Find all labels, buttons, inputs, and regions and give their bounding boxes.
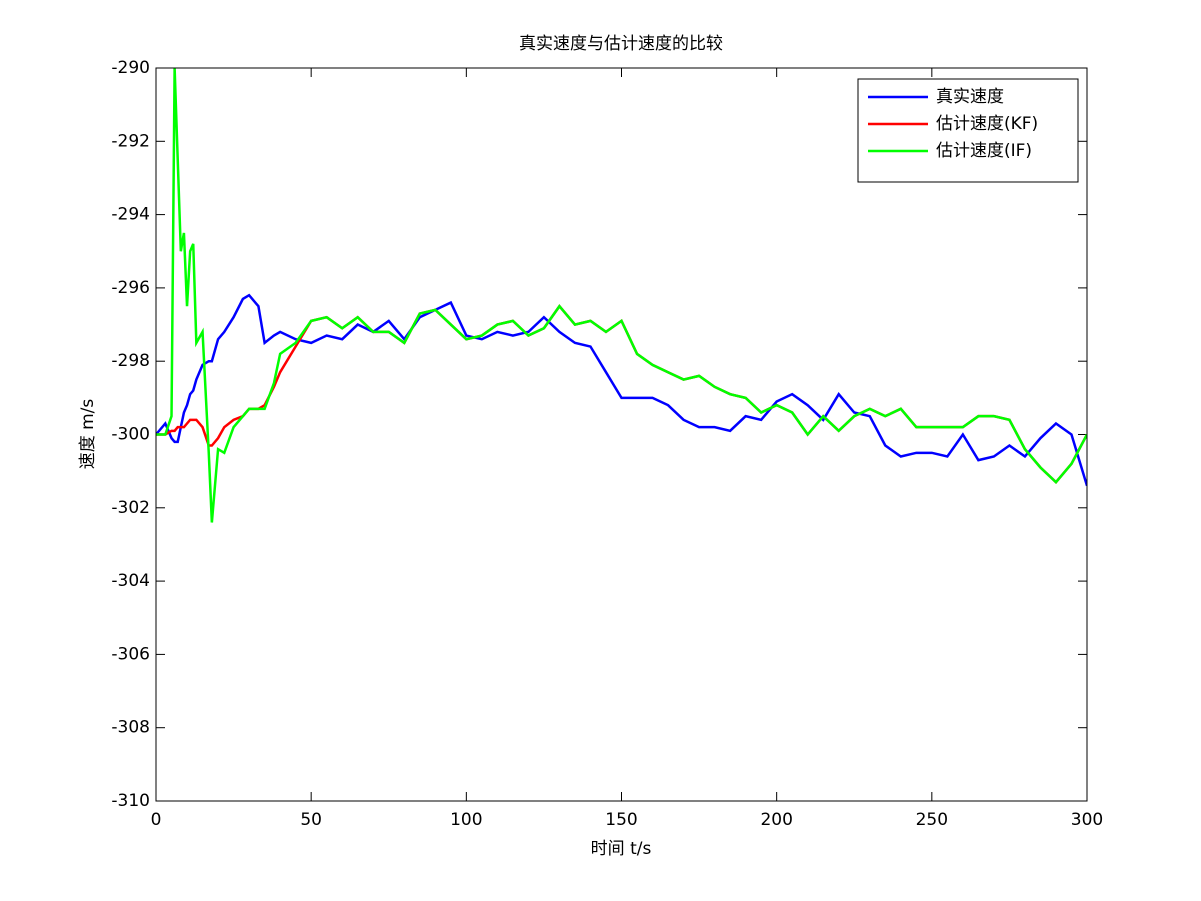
y-tick-label: -308: [111, 718, 150, 738]
y-tick-label: -294: [111, 205, 150, 225]
y-tick-label: -304: [111, 571, 150, 591]
x-tick-label: 200: [760, 810, 792, 830]
series-line: [156, 293, 1087, 487]
y-axis-label: 速度 m/s: [78, 399, 98, 470]
y-tick-label: -300: [111, 425, 150, 445]
x-tick-label: 0: [151, 810, 162, 830]
y-tick-label: -302: [111, 498, 150, 518]
y-tick-label: -292: [111, 131, 150, 151]
y-tick-label: -296: [111, 278, 150, 298]
x-tick-label: 50: [300, 810, 322, 830]
y-tick-label: -310: [111, 791, 150, 811]
x-tick-label: 100: [450, 810, 482, 830]
x-tick-label: 250: [916, 810, 948, 830]
x-tick-label: 150: [605, 810, 637, 830]
legend-label: 估计速度(IF): [936, 141, 1032, 161]
chart-title: 真实速度与估计速度的比较: [519, 34, 723, 54]
legend-label: 估计速度(KF): [936, 114, 1038, 134]
plot-frame: [155, 67, 1088, 802]
legend-label: 真实速度: [936, 87, 1004, 107]
series-line: [156, 68, 1087, 523]
y-tick-label: -298: [111, 351, 150, 371]
x-tick-label: 300: [1071, 810, 1103, 830]
x-axis-label: 时间 t/s: [591, 839, 652, 859]
y-tick-label: -290: [111, 58, 150, 78]
y-tick-label: -306: [111, 644, 150, 664]
